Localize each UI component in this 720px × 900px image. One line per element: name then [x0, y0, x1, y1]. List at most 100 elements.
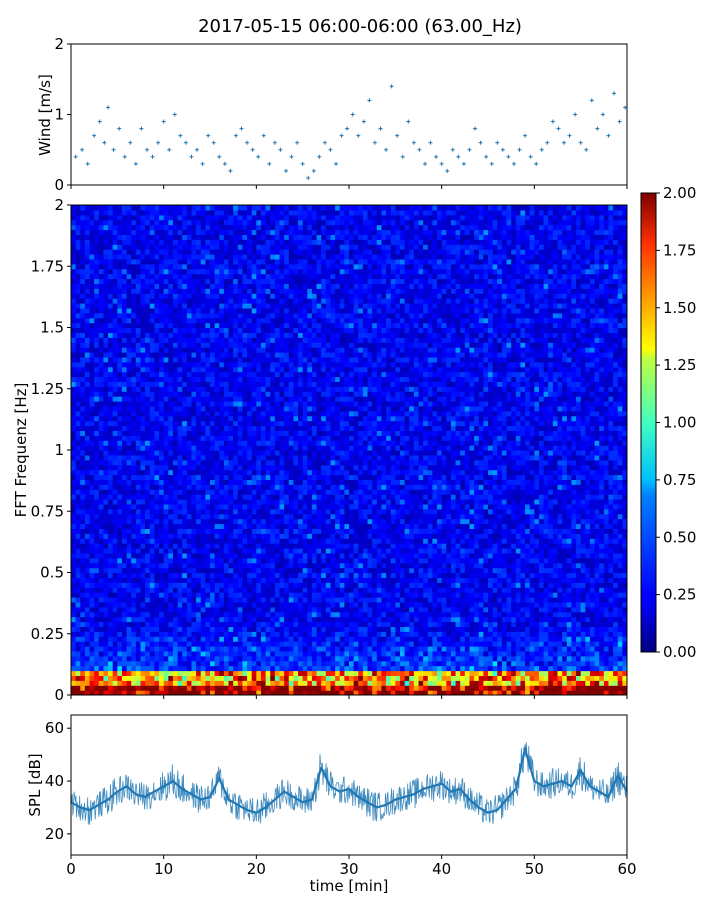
- spectrogram-cell: [131, 650, 137, 657]
- spectrogram-cell: [534, 660, 540, 667]
- spectrogram-cell: [335, 562, 341, 569]
- spectrogram-cell: [251, 592, 257, 598]
- spectrogram-cell: [446, 587, 452, 593]
- spectrogram-cell: [395, 592, 401, 598]
- spectrogram-cell: [214, 557, 220, 564]
- spectrogram-cell: [311, 587, 318, 593]
- spectrogram-cell: [413, 597, 420, 603]
- spectrogram-cell: [349, 601, 355, 608]
- spectrogram-cell: [260, 557, 267, 564]
- spectrogram-cell: [182, 518, 188, 525]
- spectrogram-cell: [427, 548, 433, 554]
- spectrogram-cell: [483, 592, 489, 598]
- spectrogram-cell: [260, 597, 267, 603]
- spectrogram-cell: [121, 650, 128, 657]
- spectrogram-cell: [126, 611, 132, 618]
- spectrogram-cell: [121, 675, 128, 681]
- spectrogram-cell: [108, 587, 114, 593]
- spectrogram-cell: [154, 606, 160, 613]
- spectrogram-cell: [117, 567, 123, 574]
- spectrogram-cell: [622, 606, 627, 613]
- spectrogram-cell: [242, 528, 248, 534]
- spectrogram-cell: [219, 577, 225, 583]
- spectrogram-cell: [613, 552, 619, 559]
- spectrogram-cell: [223, 626, 230, 632]
- spectrogram-cell: [576, 636, 582, 642]
- spectrogram-cell: [307, 592, 313, 598]
- spectrogram-cell: [98, 621, 105, 627]
- spectrogram-cell: [316, 572, 322, 578]
- spectrogram-cell: [316, 601, 322, 608]
- wind-point: [434, 154, 439, 159]
- spectrogram-cell: [474, 548, 480, 554]
- spectrogram-cell: [349, 518, 355, 525]
- spectrogram-cell: [446, 650, 452, 657]
- spectrogram-cell: [353, 543, 359, 549]
- spectrogram-cell: [344, 528, 350, 534]
- spectrogram-cell: [418, 523, 424, 529]
- spectrogram-cell: [149, 557, 155, 564]
- spectrogram-cell: [84, 675, 91, 681]
- spectrogram-cell: [529, 636, 535, 642]
- spectrogram-cell: [423, 650, 429, 657]
- spectrogram-cell: [186, 660, 193, 667]
- spectrogram-cell: [149, 626, 155, 632]
- spectrogram-cell: [395, 616, 401, 623]
- spectrogram-cell: [464, 543, 471, 549]
- spectrogram-cell: [265, 577, 271, 583]
- spectrogram-cell: [270, 611, 276, 618]
- spectrogram-cell: [506, 601, 512, 608]
- spectrogram-cell: [413, 499, 420, 505]
- spectrogram-cell: [427, 562, 433, 569]
- spectrogram-cell: [117, 587, 123, 593]
- spectrogram-cell: [367, 611, 373, 618]
- spectrogram-cell: [474, 685, 480, 691]
- spectrogram-cell: [237, 543, 244, 549]
- spectrogram-cell: [413, 503, 420, 510]
- spectrogram-cell: [205, 503, 211, 510]
- spectrogram-cell: [478, 665, 484, 672]
- spectrogram-cell: [506, 582, 512, 588]
- spectrogram-cell: [450, 557, 457, 564]
- spectrogram-cell: [441, 646, 447, 652]
- spectrogram-cell: [219, 513, 225, 520]
- spectrogram-cell: [117, 601, 123, 608]
- spectrogram-cell: [168, 675, 174, 681]
- spectrogram-cell: [145, 499, 151, 505]
- spectrogram-cell: [390, 572, 396, 578]
- spectrogram-cell: [460, 538, 466, 544]
- spectrogram-cell: [409, 601, 415, 608]
- spectrogram-cell: [464, 582, 471, 588]
- spectrogram-cell: [418, 587, 424, 593]
- spectrogram-cell: [223, 552, 230, 559]
- spectrogram-cell: [474, 552, 480, 559]
- spectrogram-cell: [279, 494, 285, 500]
- spectrogram-cell: [233, 621, 239, 627]
- spectrogram-cell: [608, 611, 614, 618]
- spectrogram-cell: [617, 636, 623, 642]
- spectrogram-cell: [511, 513, 517, 520]
- spectrogram-cell: [566, 641, 572, 647]
- spectrogram-cell: [603, 592, 610, 598]
- spectrogram-cell: [210, 577, 216, 583]
- spectrogram-cell: [242, 552, 248, 559]
- spectrogram-cell: [506, 690, 512, 695]
- spectrogram-cell: [358, 690, 364, 695]
- spectrogram-cell: [219, 601, 225, 608]
- spectrogram-cell: [464, 538, 471, 544]
- spectrogram-cell: [84, 562, 91, 569]
- spectrogram-cell: [233, 690, 239, 695]
- spectrogram-cell: [617, 670, 623, 676]
- spectrogram-cell: [506, 597, 512, 603]
- spectrogram-cell: [525, 650, 531, 657]
- spectrogram-cell: [520, 513, 526, 520]
- spectrogram-cell: [140, 533, 146, 539]
- wind-point: [106, 105, 111, 110]
- spectrogram-cell: [330, 626, 336, 632]
- spectrogram-cell: [103, 655, 109, 662]
- spectrogram-cell: [177, 690, 183, 695]
- spectrogram-cell: [89, 587, 95, 593]
- spectrogram-cell: [325, 562, 332, 569]
- spectrogram-cell: [112, 503, 118, 510]
- spectrogram-cell: [362, 518, 369, 525]
